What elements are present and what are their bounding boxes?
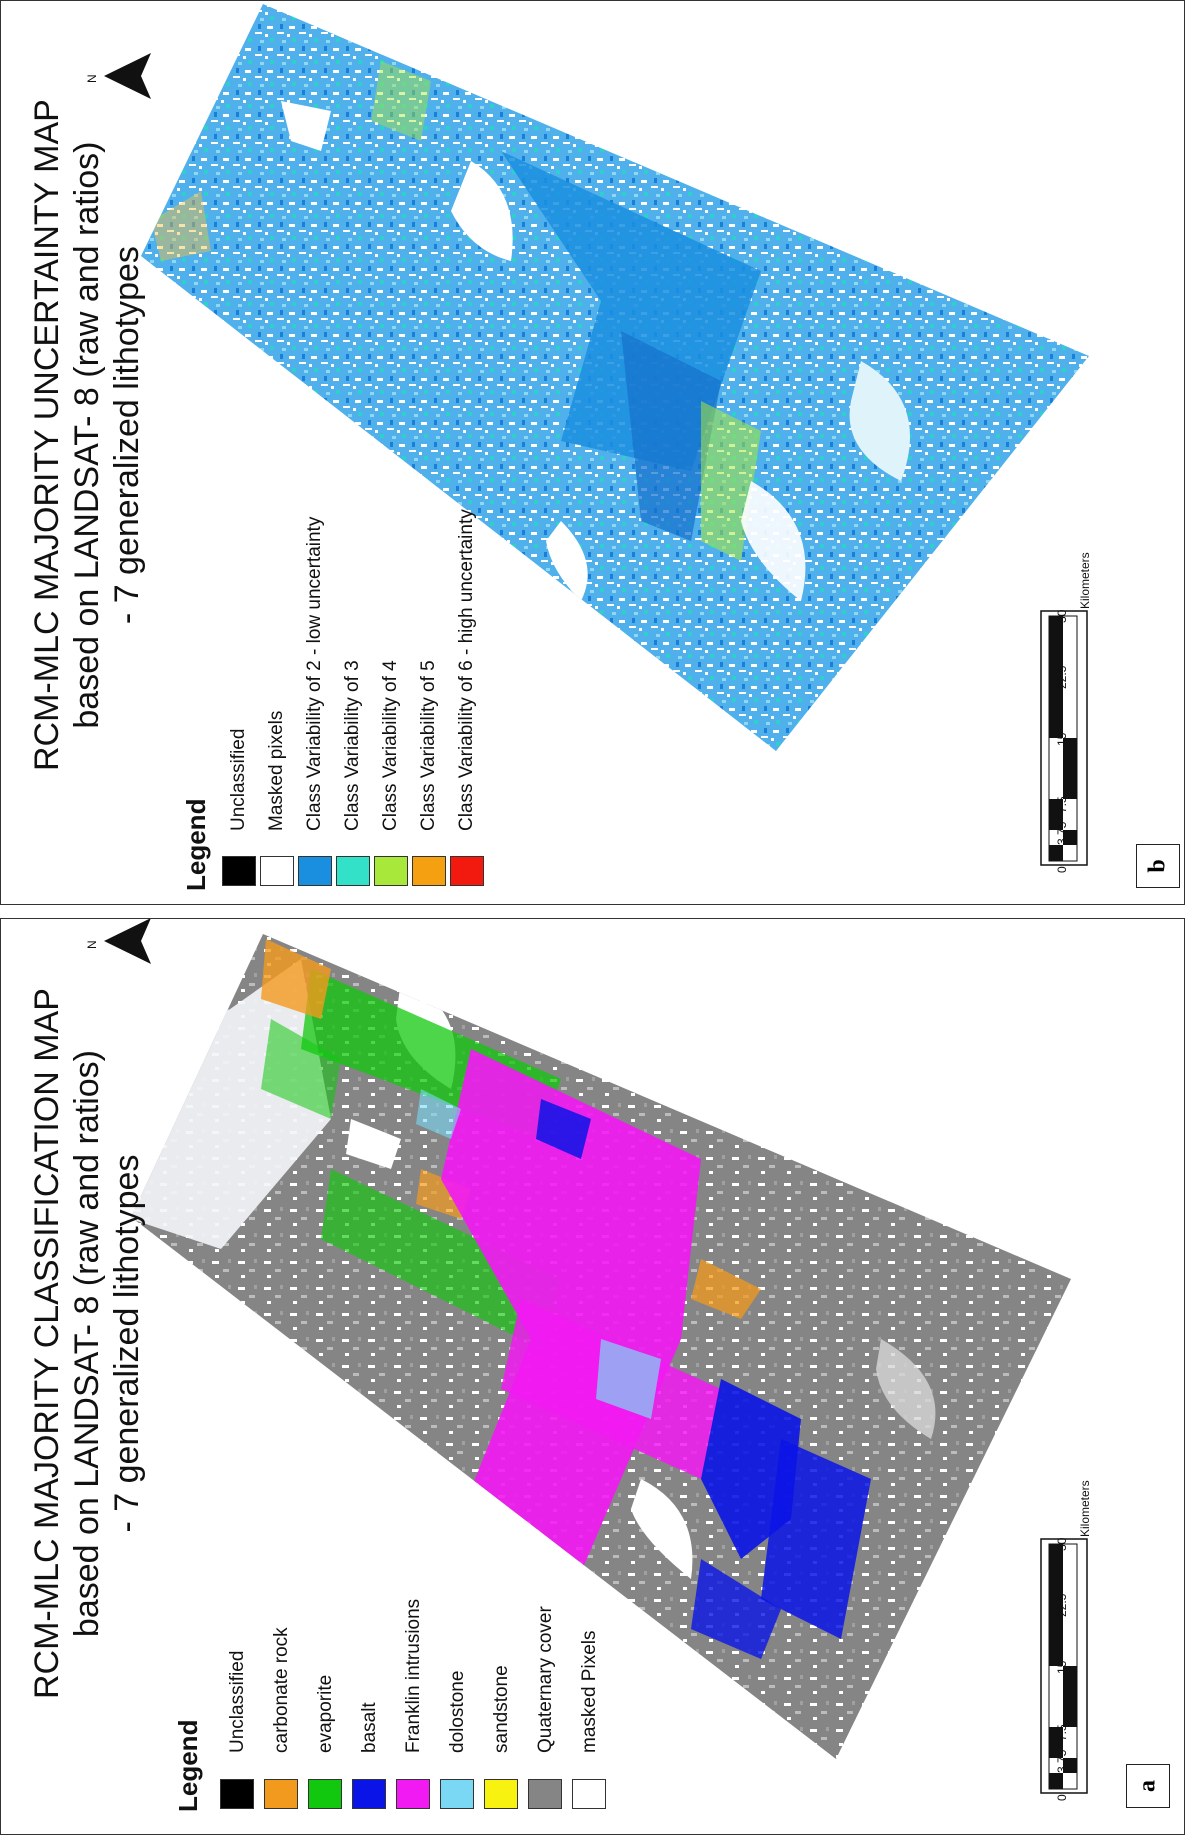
north-label: N (85, 940, 99, 949)
scale-tick-label: 3.75 (1055, 1749, 1069, 1773)
map-title-line: RCM-MLC MAJORITY UNCERTAINTY MAP (28, 99, 66, 771)
legend-label: Class Variability of 3 (342, 660, 363, 831)
uncertainty-map-area (104, 4, 1089, 866)
uncertainty-map-panel: RCM-MLC MAJORITY UNCERTAINTY MAP based o… (0, 0, 1185, 905)
map-subtitle-line: - 7 generalized lithotypes (108, 1154, 146, 1533)
panel-label-a: a (1126, 1764, 1170, 1808)
north-label: N (85, 74, 99, 83)
scale-tick-label: 30 (1055, 609, 1069, 623)
legend-label: Franklin intrusions (403, 1598, 424, 1753)
panel-label-b: b (1136, 844, 1180, 888)
legend-label: Unclassified (228, 728, 249, 831)
panel-label-text: a (1134, 1780, 1161, 1792)
legend-label: Unclassified (227, 1650, 248, 1753)
north-arrow-icon (104, 919, 151, 964)
legend-title: Legend (173, 1719, 203, 1812)
classification-map-panel: RCM-MLC MAJORITY CLASSIFICATION MAP base… (0, 918, 1185, 1835)
legend-swatch-basalt (352, 1779, 386, 1809)
legend-swatch-masked (260, 856, 294, 886)
scale-tick-label: 7.5 (1055, 1724, 1069, 1741)
legend-swatch-unclassified (220, 1779, 254, 1809)
panel-label-text: b (1144, 859, 1171, 873)
map-title: RCM-MLC MAJORITY CLASSIFICATION MAP base… (27, 988, 147, 1699)
legend-label: Class Variability of 5 (418, 660, 439, 831)
legend-label: basalt (359, 1702, 380, 1753)
legend-title: Legend (181, 798, 211, 891)
legend-swatch-class5 (412, 856, 446, 886)
classification-map-area (104, 919, 1088, 1794)
legend-label: sandstone (491, 1665, 512, 1753)
uncertainty-raster (141, 4, 1089, 751)
legend-swatch-class3 (336, 856, 370, 886)
legend-label: Class Variability of 4 (380, 660, 401, 831)
scale-bar (1040, 610, 1088, 866)
legend-label: Class Variability of 6 - high uncertaint… (456, 509, 477, 831)
map-title: RCM-MLC MAJORITY UNCERTAINTY MAP based o… (27, 99, 147, 771)
scale-unit: Kilometers (1078, 552, 1092, 609)
legend-swatch-quaternary (528, 1779, 562, 1809)
north-arrow-icon (104, 53, 151, 99)
map-subtitle-line: based on LANDSAT- 8 (raw and ratios) (68, 141, 106, 729)
scale-tick-label: 3.75 (1055, 821, 1069, 845)
legend-label: dolostone (447, 1670, 468, 1753)
legend-label: masked Pixels (579, 1630, 600, 1754)
map-subtitle-line: - 7 generalized lithotypes (108, 246, 146, 625)
legend-swatch-unclassified (222, 856, 256, 886)
scale-bar (1040, 1538, 1088, 1794)
scale-tick-label: 0 (1055, 866, 1069, 873)
legend-label: carbonate rock (271, 1627, 292, 1753)
legend-label: evaporite (315, 1674, 336, 1753)
legend-label: Quaternary cover (535, 1606, 556, 1753)
scale-tick-label: 22.5 (1055, 665, 1069, 689)
legend-swatch-class2 (298, 856, 332, 886)
legend-swatch-sandstone (484, 1779, 518, 1809)
map-subtitle-line: based on LANDSAT- 8 (raw and ratios) (68, 1050, 106, 1638)
scale-tick-label: 15 (1055, 732, 1069, 746)
legend-label: Class Variability of 2 - low uncertainty (304, 516, 325, 831)
scale-tick-label: 0 (1055, 1794, 1069, 1801)
legend-swatch-dolostone (440, 1779, 474, 1809)
legend-swatch-masked (572, 1779, 606, 1809)
scale-tick-label: 22.5 (1055, 1593, 1069, 1617)
scale-tick-label: 15 (1055, 1660, 1069, 1674)
legend-swatch-evaporite (308, 1779, 342, 1809)
scale-unit: Kilometers (1078, 1480, 1092, 1537)
legend-label: Masked pixels (266, 710, 287, 831)
legend-swatch-franklin (396, 1779, 430, 1809)
scale-tick-label: 7.5 (1055, 796, 1069, 813)
legend-swatch-carbonate (264, 1779, 298, 1809)
legend-swatch-class4 (374, 856, 408, 886)
scale-tick-label: 30 (1055, 1537, 1069, 1551)
map-title-line: RCM-MLC MAJORITY CLASSIFICATION MAP (28, 988, 66, 1699)
legend-swatch-class6 (450, 856, 484, 886)
